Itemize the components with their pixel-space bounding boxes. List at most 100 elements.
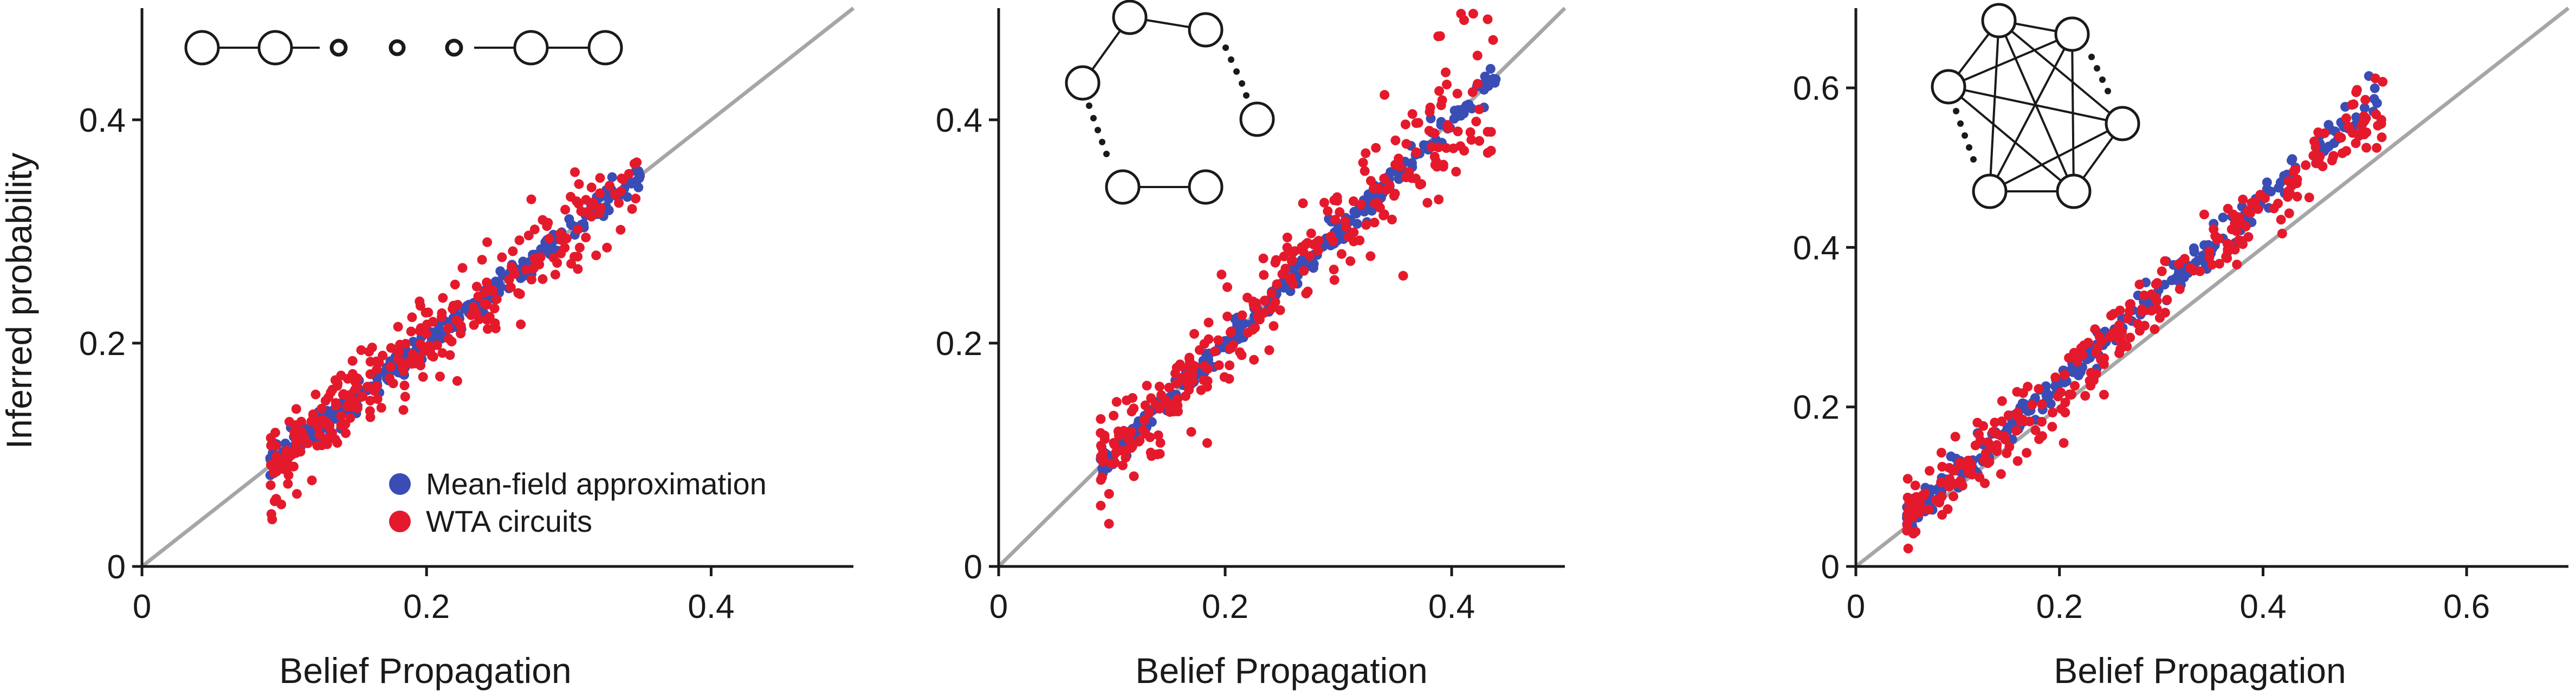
wta-point xyxy=(573,252,582,262)
graph-edge xyxy=(1998,20,2124,125)
wta-point xyxy=(2011,426,2022,436)
wta-point xyxy=(2079,340,2089,351)
wta-point xyxy=(1096,500,1106,511)
wta-point xyxy=(1365,251,1376,261)
wta-point xyxy=(2132,319,2143,329)
wta-point xyxy=(2221,252,2231,262)
wta-point xyxy=(1329,265,1339,275)
wta-point xyxy=(1956,459,1966,469)
graph-edge xyxy=(1989,123,2123,192)
wta-point xyxy=(484,285,495,295)
ellipsis-node xyxy=(445,38,463,57)
wta-point xyxy=(1225,343,1235,353)
wta-point xyxy=(1472,50,1483,61)
wta-point xyxy=(2341,113,2351,124)
wta-point xyxy=(526,194,536,204)
wta-point xyxy=(2114,348,2124,358)
mean-field-point xyxy=(2359,103,2370,113)
wta-point xyxy=(573,264,583,274)
wta-point xyxy=(2284,208,2294,218)
wta-point xyxy=(336,411,346,421)
wta-point xyxy=(1398,270,1408,281)
wta-point xyxy=(1150,399,1161,410)
legend-label-wta: WTA circuits xyxy=(426,504,592,538)
wta-point xyxy=(1298,198,1308,208)
wta-point xyxy=(534,259,545,269)
wta-point xyxy=(347,369,358,379)
x-tick-label: 0 xyxy=(133,588,151,626)
y-tick-label: 0.6 xyxy=(1793,70,1840,107)
wta-point xyxy=(2361,113,2371,124)
wta-point xyxy=(1268,321,1279,331)
wta-point xyxy=(385,373,394,383)
wta-point xyxy=(445,350,455,360)
wta-point xyxy=(529,224,540,235)
wta-point xyxy=(444,333,454,344)
wta-point xyxy=(1963,467,1973,478)
ellipsis-dot xyxy=(1953,108,1959,114)
wta-point xyxy=(535,252,546,262)
wta-point xyxy=(2361,143,2372,153)
mean-field-point xyxy=(2074,370,2083,381)
wta-point xyxy=(1949,491,1958,501)
wta-point xyxy=(482,278,492,287)
wta-point xyxy=(1226,326,1237,337)
graph-node xyxy=(1931,69,1966,105)
wta-point xyxy=(474,314,484,325)
mean-field-point xyxy=(607,172,617,182)
mean-field-point xyxy=(495,266,506,276)
wta-point xyxy=(269,468,279,478)
wta-point xyxy=(1199,339,1209,349)
y-tick-label: 0 xyxy=(107,549,126,586)
wta-point xyxy=(1253,311,1263,321)
wta-point xyxy=(1465,127,1475,137)
wta-point xyxy=(1931,495,1941,505)
wta-point xyxy=(1210,346,1220,357)
y-tick-label: 0.2 xyxy=(79,325,126,363)
wta-point xyxy=(574,179,584,189)
complete-graph-inset xyxy=(1931,3,2140,209)
wta-point xyxy=(561,234,572,243)
wta-point xyxy=(1243,327,1253,338)
wta-point xyxy=(1225,360,1235,370)
mean-field-point xyxy=(1485,64,1496,74)
wta-point xyxy=(1474,104,1484,114)
wta-point xyxy=(1999,431,2010,442)
wta-point xyxy=(322,439,332,449)
wta-point xyxy=(2347,100,2357,110)
ellipsis-dot xyxy=(1966,144,1972,151)
wta-point xyxy=(514,235,525,246)
wta-point xyxy=(1963,455,1973,466)
wta-point xyxy=(347,356,358,366)
wta-point xyxy=(363,382,372,392)
wta-point xyxy=(393,321,403,332)
wta-point xyxy=(386,343,396,353)
wta-point xyxy=(340,419,351,429)
graph-node xyxy=(1972,173,2008,209)
wta-point xyxy=(423,307,433,318)
wta-point xyxy=(1441,67,1451,78)
wta-point xyxy=(437,348,448,358)
wta-point xyxy=(1936,448,1946,458)
wta-point xyxy=(1139,415,1149,426)
mean-field-point xyxy=(518,256,528,267)
wta-point xyxy=(284,417,294,427)
wta-point xyxy=(2027,399,2037,410)
wta-point xyxy=(1275,305,1285,315)
wta-point xyxy=(1156,390,1167,400)
panel-ring: 0 0.2 0.4 0 0.2 0.4 Belief Propagation xyxy=(936,0,1567,691)
wta-point xyxy=(1272,279,1282,289)
wta-point xyxy=(1345,256,1356,266)
wta-point xyxy=(456,328,466,339)
wta-point xyxy=(1144,408,1154,418)
legend-marker-wta xyxy=(389,511,411,532)
wta-point xyxy=(497,252,507,262)
wta-point xyxy=(1202,438,1212,448)
mean-field-point xyxy=(1147,417,1157,427)
wta-point xyxy=(2214,259,2224,269)
wta-point xyxy=(1189,361,1200,371)
wta-point xyxy=(573,224,583,235)
wta-point xyxy=(1330,215,1341,225)
wta-point xyxy=(2126,299,2135,309)
